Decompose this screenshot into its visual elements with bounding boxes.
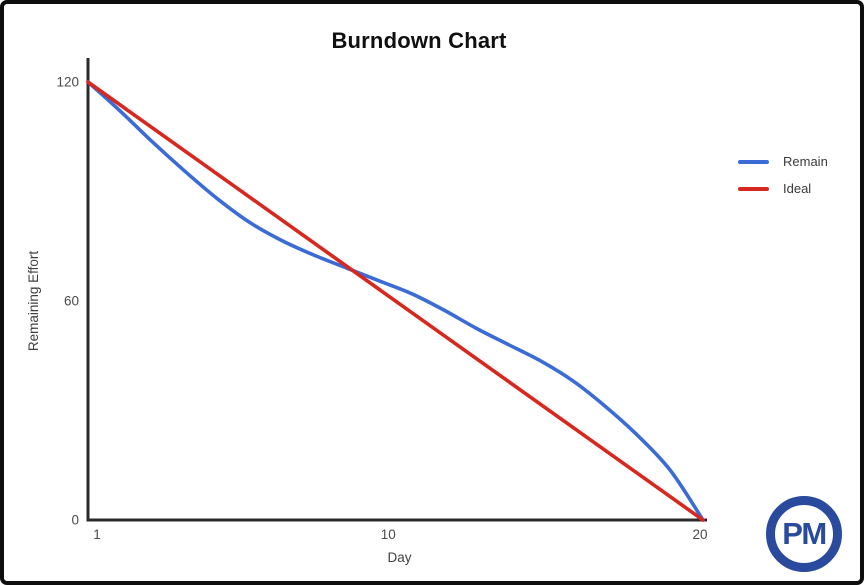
y-tick-label: 0 (71, 513, 79, 528)
legend-label-remain: Remain (783, 154, 828, 169)
y-tick-label: 120 (56, 75, 79, 90)
remain-line-swatch (738, 159, 769, 164)
legend: Remain Ideal (738, 154, 828, 196)
x-tick-label: 10 (381, 527, 396, 542)
x-axis-title: Day (387, 550, 411, 565)
x-tick-label: 20 (692, 527, 707, 542)
y-tick-label: 60 (64, 294, 79, 309)
legend-item-ideal: Ideal (738, 181, 828, 196)
axis-lines (86, 58, 707, 522)
remain-line (86, 80, 705, 522)
legend-item-remain: Remain (738, 154, 828, 169)
ideal-line-swatch (738, 186, 769, 191)
y-axis-title: Remaining Effort (26, 251, 41, 352)
chart-title: Burndown Chart (331, 28, 507, 53)
burndown-plot: 0 60 120 1 10 20 Day Remaining Effort (26, 58, 708, 565)
legend-label-ideal: Ideal (783, 181, 812, 196)
x-tick-label: 1 (93, 527, 101, 542)
ideal-line (86, 80, 705, 522)
pm-logo: PM (766, 496, 842, 572)
pm-logo-text: PM (782, 516, 827, 551)
